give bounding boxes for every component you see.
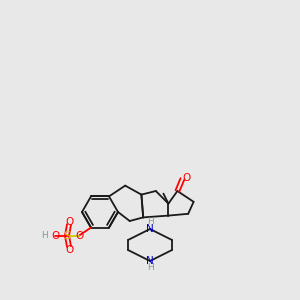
Text: O: O xyxy=(66,217,74,226)
Text: N: N xyxy=(146,256,154,266)
Text: O: O xyxy=(51,231,59,241)
Text: O: O xyxy=(75,231,83,241)
Text: N: N xyxy=(146,224,154,234)
Text: H: H xyxy=(42,231,48,240)
Text: O: O xyxy=(182,173,190,183)
Text: S: S xyxy=(63,231,70,241)
Text: H: H xyxy=(147,263,153,272)
Text: O: O xyxy=(66,244,74,255)
Text: H: H xyxy=(147,218,153,226)
